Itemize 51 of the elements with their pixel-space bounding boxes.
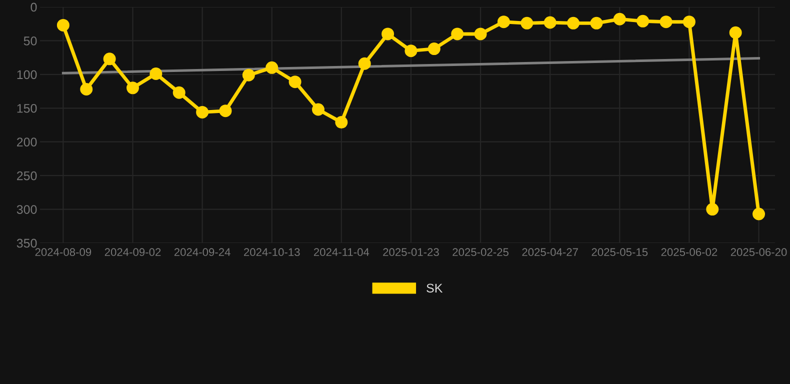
- point: [567, 16, 580, 30]
- point: [752, 208, 766, 220]
- x-tick-label: 2024-11-04: [314, 248, 370, 256]
- y-tick-label: 0: [30, 2, 37, 12]
- point: [358, 57, 371, 70]
- point: [428, 42, 440, 56]
- point: [544, 16, 556, 29]
- legend-label: SK: [426, 284, 443, 293]
- point: [150, 68, 162, 80]
- x-tick-label: 2025-06-20: [730, 248, 787, 256]
- x-tick-label: 2024-10-13: [244, 248, 300, 256]
- point: [613, 12, 626, 26]
- point: [497, 16, 510, 28]
- point: [660, 16, 672, 28]
- point: [636, 14, 650, 28]
- point: [335, 116, 348, 129]
- point: [56, 18, 70, 32]
- x-tick-label: 2024-09-02: [104, 248, 161, 256]
- point: [242, 68, 255, 82]
- point: [103, 52, 116, 66]
- x-tick-label: 2024-08-09: [35, 248, 92, 256]
- x-tick-label: 2025-01-23: [383, 248, 439, 256]
- point: [404, 44, 418, 58]
- x-tick-label: 2025-02-25: [452, 248, 508, 256]
- x-tick-label: 2025-04-27: [522, 248, 578, 256]
- y-tick-label: 250: [17, 171, 37, 180]
- point: [126, 82, 139, 94]
- point: [219, 104, 232, 118]
- point: [382, 28, 394, 40]
- x-tick-label: 2025-06-02: [661, 248, 718, 256]
- point: [590, 16, 603, 30]
- point: [474, 28, 487, 40]
- point: [80, 83, 93, 96]
- x-tick-label: 2024-09-24: [174, 248, 230, 256]
- point: [682, 16, 696, 28]
- point: [729, 26, 742, 39]
- y-tick-label: 300: [16, 205, 37, 214]
- point: [196, 106, 209, 118]
- point: [520, 16, 534, 30]
- point: [312, 103, 324, 116]
- y-tick-label: 100: [17, 70, 37, 80]
- x-tick-label: 2025-05-15: [592, 248, 648, 256]
- y-tick-label: 200: [17, 138, 37, 147]
- y-tick-label: 50: [24, 36, 37, 46]
- point: [266, 61, 278, 74]
- point: [706, 203, 719, 216]
- point: [172, 86, 186, 99]
- y-tick-label: 350: [16, 238, 37, 248]
- point: [451, 28, 464, 40]
- y-tick-label: 150: [17, 104, 37, 113]
- point: [288, 76, 302, 88]
